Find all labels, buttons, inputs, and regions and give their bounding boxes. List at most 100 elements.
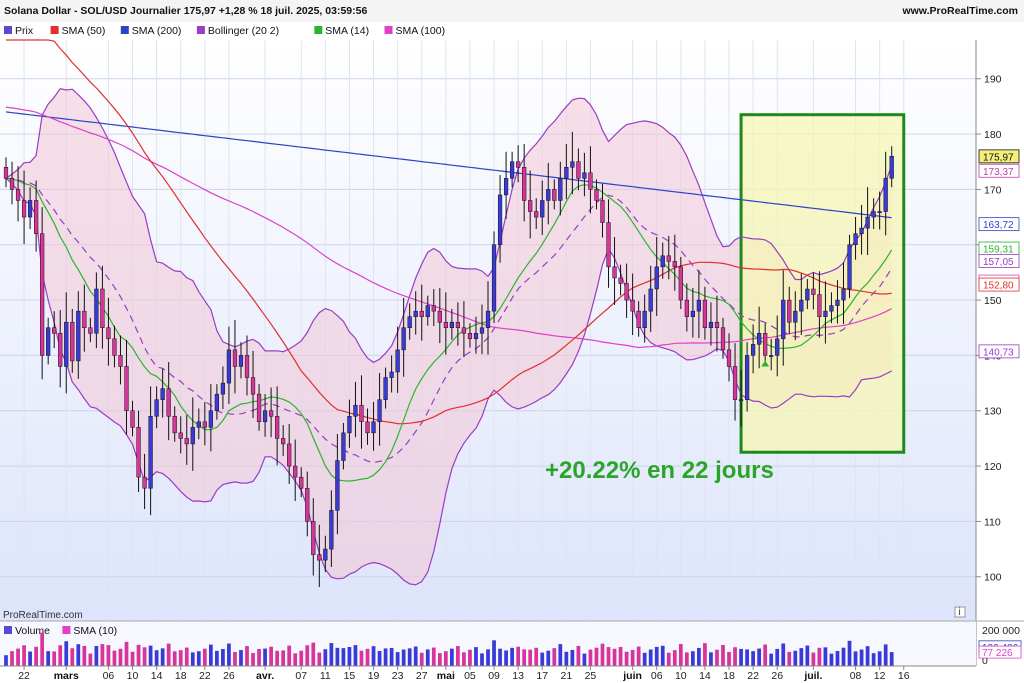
volume-bar [347, 646, 352, 666]
candle-body [714, 321, 720, 328]
candle-body [654, 266, 659, 290]
candle-body [136, 427, 141, 478]
candle-body [419, 310, 424, 317]
candle [395, 326, 400, 393]
volume-bar [582, 653, 587, 666]
candle-body [389, 371, 394, 378]
vol-level-badge-1 [978, 645, 1022, 659]
candle [624, 263, 629, 318]
candle [275, 386, 280, 466]
candle-body [497, 194, 503, 245]
candle-body [588, 172, 593, 190]
candle [335, 433, 340, 535]
candle-body [516, 161, 521, 168]
y-tick-9: 190 [984, 74, 1002, 86]
candle [34, 180, 39, 252]
volume-bar [269, 646, 273, 666]
candle-body [160, 388, 165, 400]
x-tick-17: 09 [488, 670, 500, 682]
candle-body [329, 510, 334, 550]
volume-bar [504, 650, 508, 666]
highlight-box [739, 113, 906, 454]
vol-legend-swatch-0 [4, 626, 12, 634]
candle-body [757, 333, 762, 345]
candle [293, 439, 298, 502]
candle-body [226, 349, 232, 384]
volume-bar [564, 651, 569, 666]
candle-body [124, 366, 129, 411]
candle [347, 399, 352, 448]
candle-body [859, 227, 864, 234]
candle [726, 333, 732, 382]
candle-body [600, 200, 605, 223]
x-tick-20: 21 [560, 670, 572, 682]
candle [853, 217, 858, 260]
candle-body [582, 172, 587, 179]
candle [401, 297, 406, 377]
candle-body [763, 333, 768, 356]
y-tick-8: 180 [984, 129, 1002, 141]
vol-legend-item-0: Volume [15, 625, 50, 637]
volume-bar [486, 649, 490, 666]
volume-bar [233, 651, 237, 666]
candle [793, 291, 798, 341]
candle [118, 335, 123, 385]
x-tick-9: 07 [295, 670, 307, 682]
candle [654, 236, 659, 316]
candle-body [781, 299, 786, 340]
candle [642, 294, 647, 343]
candle [702, 286, 708, 340]
x-tick-19: 17 [536, 670, 548, 682]
candle-body [461, 327, 467, 334]
volume-bar [202, 648, 207, 666]
volume-bar [618, 646, 623, 666]
bollinger-lower [5, 177, 892, 586]
volume-bar [88, 653, 93, 666]
volume-bar [46, 651, 51, 666]
candle [359, 375, 364, 449]
volume-bar [678, 643, 683, 666]
candle-body [437, 310, 442, 323]
candle-body [106, 327, 111, 340]
candle-body [684, 299, 689, 317]
candle [799, 273, 804, 336]
volume-bars [4, 632, 894, 666]
candle [479, 304, 485, 355]
sma14-line [5, 177, 893, 482]
candle [178, 416, 183, 454]
volume-bar [600, 643, 605, 666]
volume-bar [437, 653, 442, 666]
candle-body [503, 178, 509, 196]
volume-bar [257, 649, 261, 666]
candle [202, 401, 207, 446]
bollinger-middle [5, 177, 893, 464]
volume-bar [811, 652, 816, 666]
candle-body [256, 393, 262, 423]
chart-title: Solana Dollar - SOL/USD Journalier 175,9… [4, 5, 367, 17]
volume-bar [540, 652, 545, 666]
candle [534, 198, 539, 230]
volume-bar [468, 649, 472, 666]
candle-body [528, 200, 533, 212]
volume-bar [709, 652, 713, 666]
info-icon[interactable] [954, 606, 966, 618]
candle-body [775, 338, 780, 356]
candle [232, 319, 238, 394]
candle [208, 384, 213, 452]
candle-body [293, 465, 298, 478]
candle [516, 145, 521, 183]
candle-body [64, 321, 69, 367]
volume-bar [154, 650, 159, 666]
x-tick-1: mars [54, 670, 79, 682]
candle [58, 310, 63, 388]
candle [467, 323, 473, 348]
candle [268, 387, 274, 438]
volume-bar [877, 651, 882, 666]
candle-body [485, 310, 491, 328]
candle-body [594, 189, 599, 201]
volume-bar [522, 649, 527, 666]
candle-body [9, 178, 15, 190]
candle-body [52, 327, 57, 334]
candle [811, 272, 816, 310]
